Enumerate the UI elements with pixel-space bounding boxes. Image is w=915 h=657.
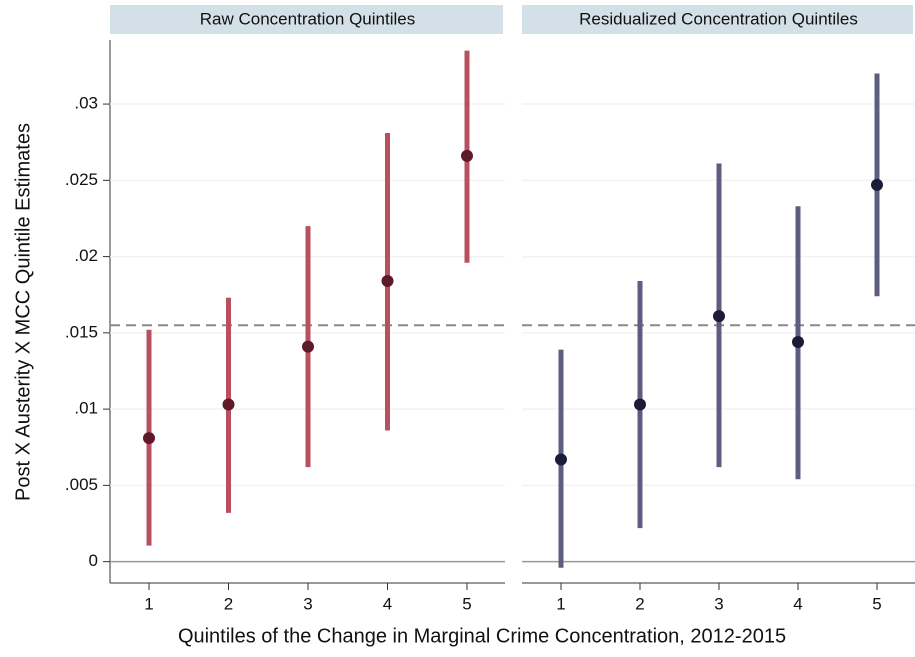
x-tick-label: 2	[224, 594, 233, 613]
x-tick-label: 1	[144, 594, 153, 613]
panel-title: Raw Concentration Quintiles	[200, 9, 415, 28]
y-tick-label: .005	[65, 475, 98, 494]
point	[634, 398, 646, 411]
point	[143, 432, 155, 445]
y-tick-label: 0	[89, 551, 98, 570]
panel-header	[110, 5, 503, 34]
x-axis-title: Quintiles of the Change in Marginal Crim…	[178, 625, 786, 647]
y-tick-label: .01	[74, 399, 98, 418]
x-tick-label: 3	[714, 594, 723, 613]
point	[302, 340, 314, 353]
point	[461, 149, 473, 162]
x-tick-label: 3	[303, 594, 312, 613]
point	[555, 453, 567, 466]
point	[222, 398, 235, 411]
y-tick-label: .015	[65, 322, 98, 341]
point	[713, 310, 725, 323]
point	[871, 178, 883, 191]
y-tick-label: .03	[74, 94, 98, 113]
y-tick-label: .02	[74, 246, 98, 265]
y-tick-label: .025	[65, 170, 98, 189]
panel-title: Residualized Concentration Quintiles	[579, 9, 858, 28]
panel-header	[522, 5, 913, 34]
x-tick-label: 5	[462, 594, 471, 613]
x-tick-label: 4	[383, 594, 392, 613]
point	[792, 336, 804, 349]
point	[381, 274, 394, 287]
x-tick-label: 4	[793, 594, 802, 613]
x-tick-label: 2	[635, 594, 644, 613]
x-tick-label: 1	[556, 594, 565, 613]
y-axis-title: Post X Austerity X MCC Quintile Estimate…	[12, 123, 34, 501]
x-tick-label: 5	[872, 594, 881, 613]
